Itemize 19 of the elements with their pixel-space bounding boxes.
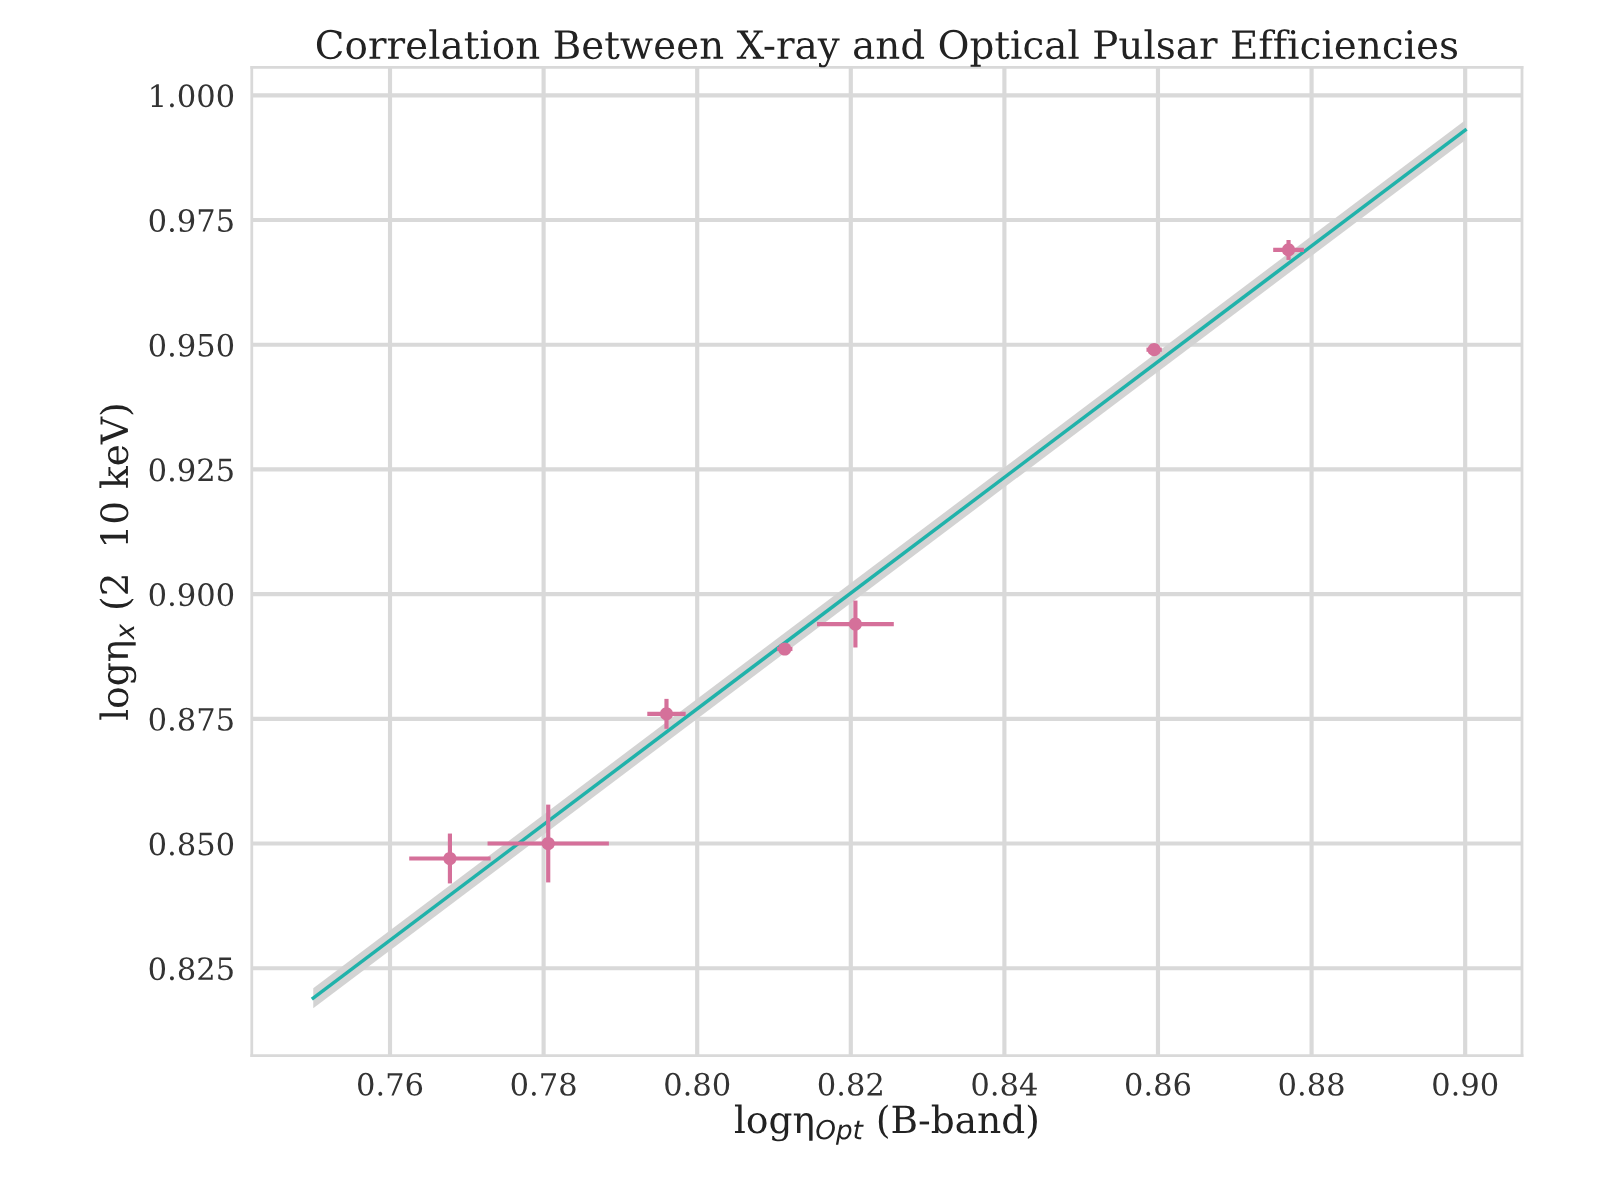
y-tick-label: 1.000 (151, 84, 234, 108)
x-tick-label: 0.90 (1433, 1072, 1498, 1096)
x-tick-label: 0.86 (1125, 1072, 1191, 1096)
x-axis-title: logη$_{Opt}$ (B-band) (734, 1104, 1037, 1145)
y-tick-label: 0.900 (149, 583, 234, 607)
y-tick-label: 0.975 (149, 208, 233, 233)
x-tick-label: 0.82 (818, 1072, 882, 1096)
y-tick-label: 0.925 (149, 458, 233, 482)
x-tick-label: 0.76 (358, 1072, 423, 1096)
y-tick-label: 0.875 (149, 707, 233, 731)
x-tick-label: 0.88 (1279, 1072, 1344, 1096)
y-tick-label: 0.950 (149, 333, 234, 357)
x-tick-label: 0.80 (665, 1072, 730, 1096)
x-tick-label: 0.78 (511, 1072, 576, 1096)
y-tick-label: 0.825 (149, 957, 233, 981)
x-tick-label: 0.84 (972, 1072, 1037, 1096)
chart-title: Correlation Between X-ray and Optical Pulsar Efficiencies (316, 29, 1458, 68)
y-tick-label: 0.850 (149, 832, 234, 856)
y-axis-title: logη$_{x}$ (2 10 keV) (99, 405, 137, 720)
